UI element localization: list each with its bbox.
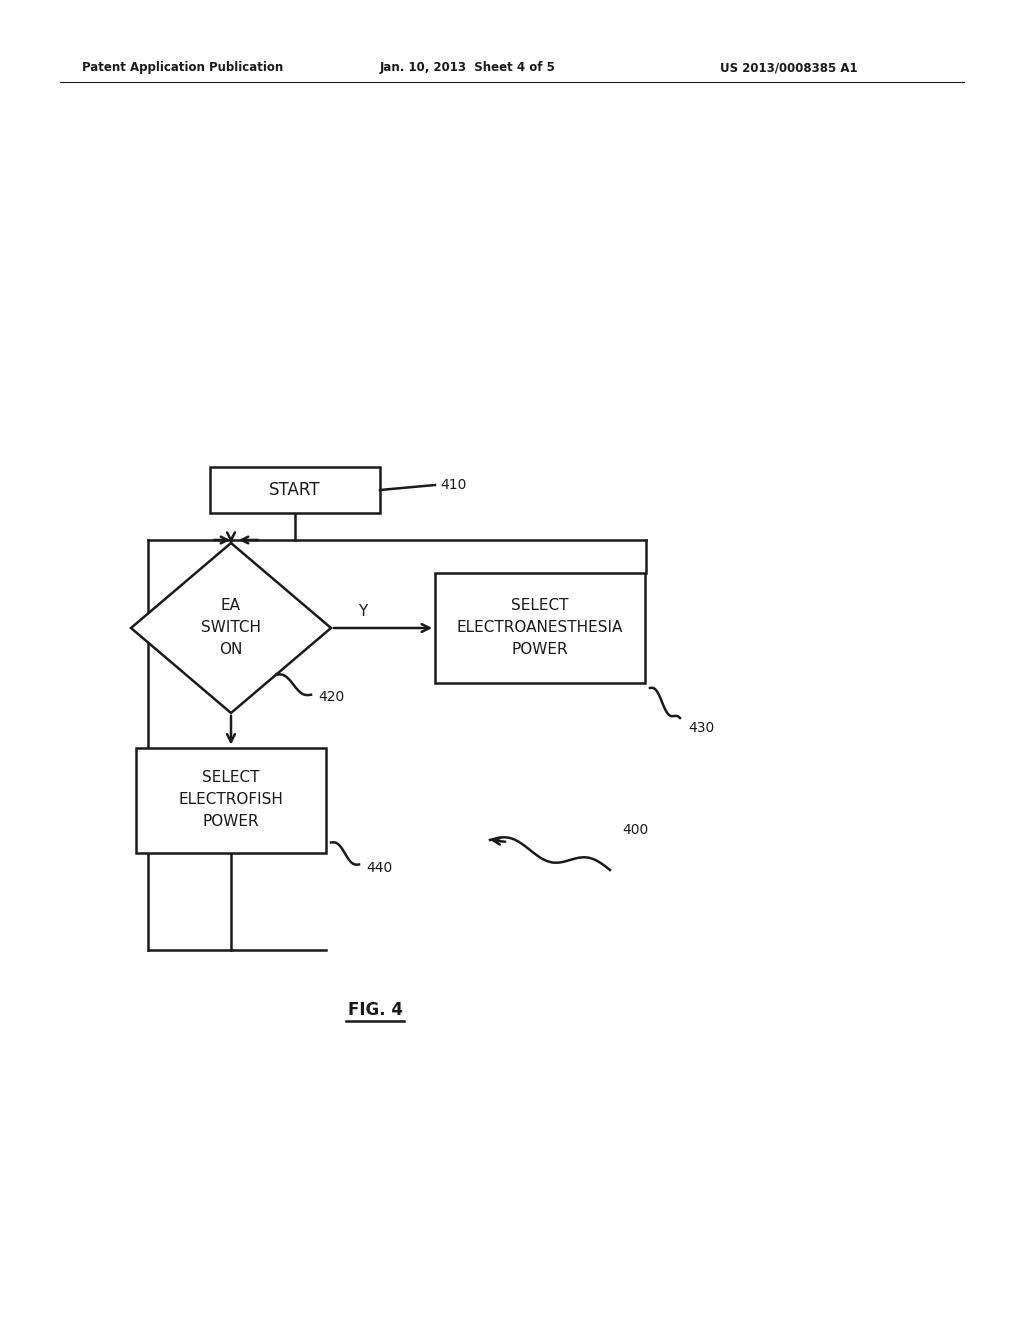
Text: Patent Application Publication: Patent Application Publication [82,62,284,74]
Text: START: START [269,480,321,499]
Text: 410: 410 [440,478,466,492]
Text: ON: ON [219,643,243,657]
Text: POWER: POWER [512,643,568,657]
Text: ELECTROFISH: ELECTROFISH [178,792,284,808]
Text: SELECT: SELECT [511,598,568,614]
Text: 430: 430 [688,721,715,735]
Text: Jan. 10, 2013  Sheet 4 of 5: Jan. 10, 2013 Sheet 4 of 5 [380,62,556,74]
Text: 420: 420 [318,690,344,704]
Polygon shape [131,543,331,713]
Text: ELECTROANESTHESIA: ELECTROANESTHESIA [457,620,624,635]
FancyBboxPatch shape [136,747,326,853]
Text: US 2013/0008385 A1: US 2013/0008385 A1 [720,62,858,74]
Text: SELECT: SELECT [203,771,260,785]
FancyBboxPatch shape [435,573,645,682]
Text: EA: EA [221,598,241,614]
Text: SWITCH: SWITCH [201,620,261,635]
Text: 400: 400 [622,822,648,837]
Text: FIG. 4: FIG. 4 [347,1001,402,1019]
Text: POWER: POWER [203,814,259,829]
FancyBboxPatch shape [210,467,380,513]
Text: Y: Y [358,605,368,619]
Text: 440: 440 [366,861,392,874]
